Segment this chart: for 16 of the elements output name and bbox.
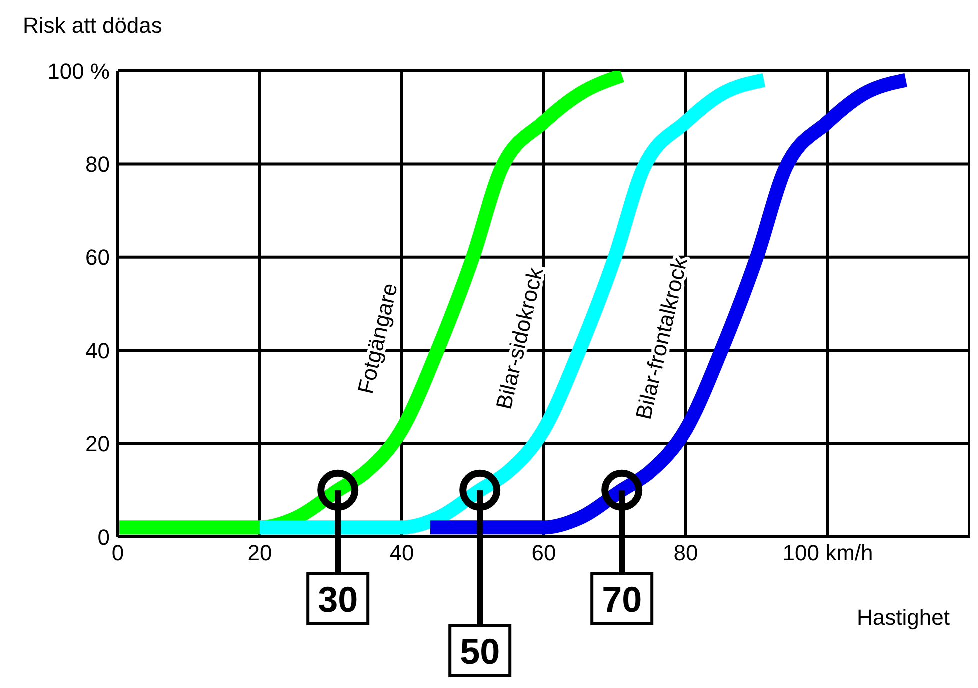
x-tick-label: 20 bbox=[248, 540, 272, 566]
x-tick-label: 40 bbox=[390, 540, 414, 566]
x-tick-label: 80 bbox=[674, 540, 698, 566]
y-axis-title: Risk att dödas bbox=[23, 13, 162, 38]
x-axis-title: Hastighet bbox=[857, 605, 950, 630]
y-tick-label: 40 bbox=[86, 338, 110, 364]
x-tick-label: 60 bbox=[532, 540, 556, 566]
annotation: 70 bbox=[602, 579, 642, 620]
y-tick-label: 60 bbox=[86, 245, 110, 270]
annotation: 50 bbox=[460, 631, 500, 672]
y-tick-label: 20 bbox=[86, 432, 110, 457]
y-tick-label: 80 bbox=[86, 152, 110, 178]
y-tick-label: 0 bbox=[98, 524, 110, 550]
y-tick-label: 100 % bbox=[48, 58, 110, 84]
x-tick-label: 100 km/h bbox=[782, 540, 874, 566]
annotation: 30 bbox=[318, 579, 358, 620]
